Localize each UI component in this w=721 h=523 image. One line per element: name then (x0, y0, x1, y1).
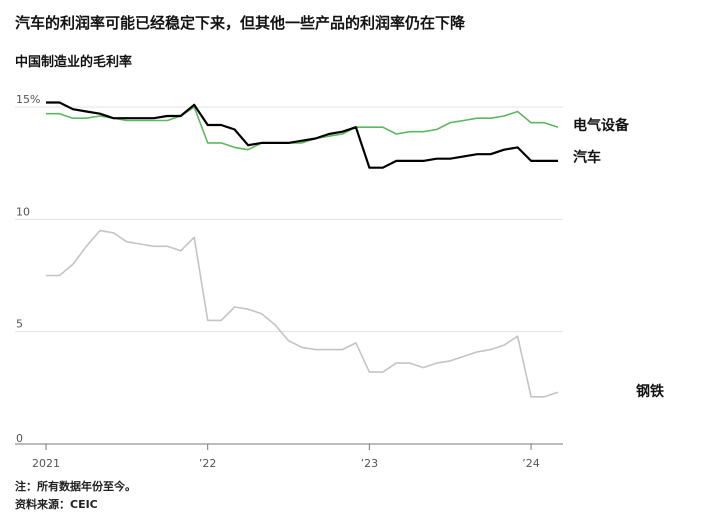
grid-lines (15, 106, 563, 333)
series-line-steel (46, 229, 559, 398)
series-line-electrical (46, 106, 559, 151)
series-lines (46, 101, 559, 398)
series-label-steel: 钢铁 (636, 383, 664, 400)
y-tick-label: 10 (16, 205, 30, 218)
y-tick-label: 5 (16, 318, 23, 331)
x-tick-label: ’22 (199, 457, 217, 470)
chart-source: 资料来源：CEIC (15, 498, 98, 511)
series-line-auto (46, 101, 558, 169)
chart-note: 注：所有数据年份至今。 (15, 480, 136, 493)
y-tick-label: 15% (16, 93, 40, 106)
y-tick-label: 0 (16, 432, 23, 445)
series-label-electrical: 电气设备 (573, 117, 630, 134)
y-axis-labels: 15% 10 5 0 (16, 93, 40, 445)
x-axis: 2021 ’22 ’23 ’24 (15, 443, 563, 470)
series-label-auto: 汽车 (573, 149, 601, 166)
x-tick-label: ’24 (522, 457, 540, 470)
x-tick-label: 2021 (32, 457, 60, 470)
chart-title: 汽车的利润率可能已经稳定下来，但其他一些产品的利润率仍在下降 (15, 14, 466, 32)
x-tick-label: ’23 (361, 457, 379, 470)
chart-subtitle: 中国制造业的毛利率 (15, 55, 133, 70)
